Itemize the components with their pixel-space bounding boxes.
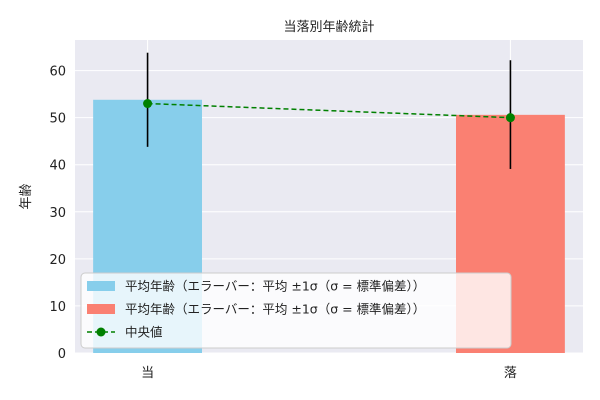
y-tick-label: 30 bbox=[49, 206, 66, 221]
x-tick-labels: 当落 bbox=[141, 366, 517, 381]
y-tick-label: 60 bbox=[49, 65, 66, 80]
y-tick-label: 0 bbox=[58, 347, 66, 362]
x-tick-label: 当 bbox=[141, 366, 154, 381]
legend-box bbox=[80, 272, 512, 349]
median-line-layer bbox=[143, 99, 515, 123]
y-tick-labels: 0 10 20 30 40 50 60 bbox=[49, 65, 66, 362]
legend-label: 中央値 bbox=[125, 325, 163, 340]
y-tick-label: 10 bbox=[49, 300, 66, 315]
legend-label: 平均年齢（エラーバー：平均 ±1σ（σ = 標準偏差）） bbox=[125, 302, 425, 317]
y-tick-label: 40 bbox=[49, 159, 66, 174]
legend-swatch bbox=[87, 304, 115, 314]
legend-label: 平均年齢（エラーバー：平均 ±1σ（σ = 標準偏差）） bbox=[125, 279, 425, 294]
median-point-当 bbox=[143, 99, 153, 109]
x-tick-label: 落 bbox=[504, 366, 517, 381]
median-line bbox=[147, 102, 511, 119]
y-tick-label: 50 bbox=[49, 112, 66, 127]
legend: 平均年齢（エラーバー：平均 ±1σ（σ = 標準偏差）） 平均年齢（エラーバー：平… bbox=[80, 272, 512, 349]
chart-title: 当落別年齢統計 bbox=[283, 19, 374, 35]
legend-swatch bbox=[87, 281, 115, 291]
legend-marker bbox=[96, 327, 106, 337]
y-tick-label: 20 bbox=[49, 253, 66, 268]
y-axis-label: 年齢 bbox=[19, 183, 34, 209]
median-point-落 bbox=[505, 113, 515, 123]
